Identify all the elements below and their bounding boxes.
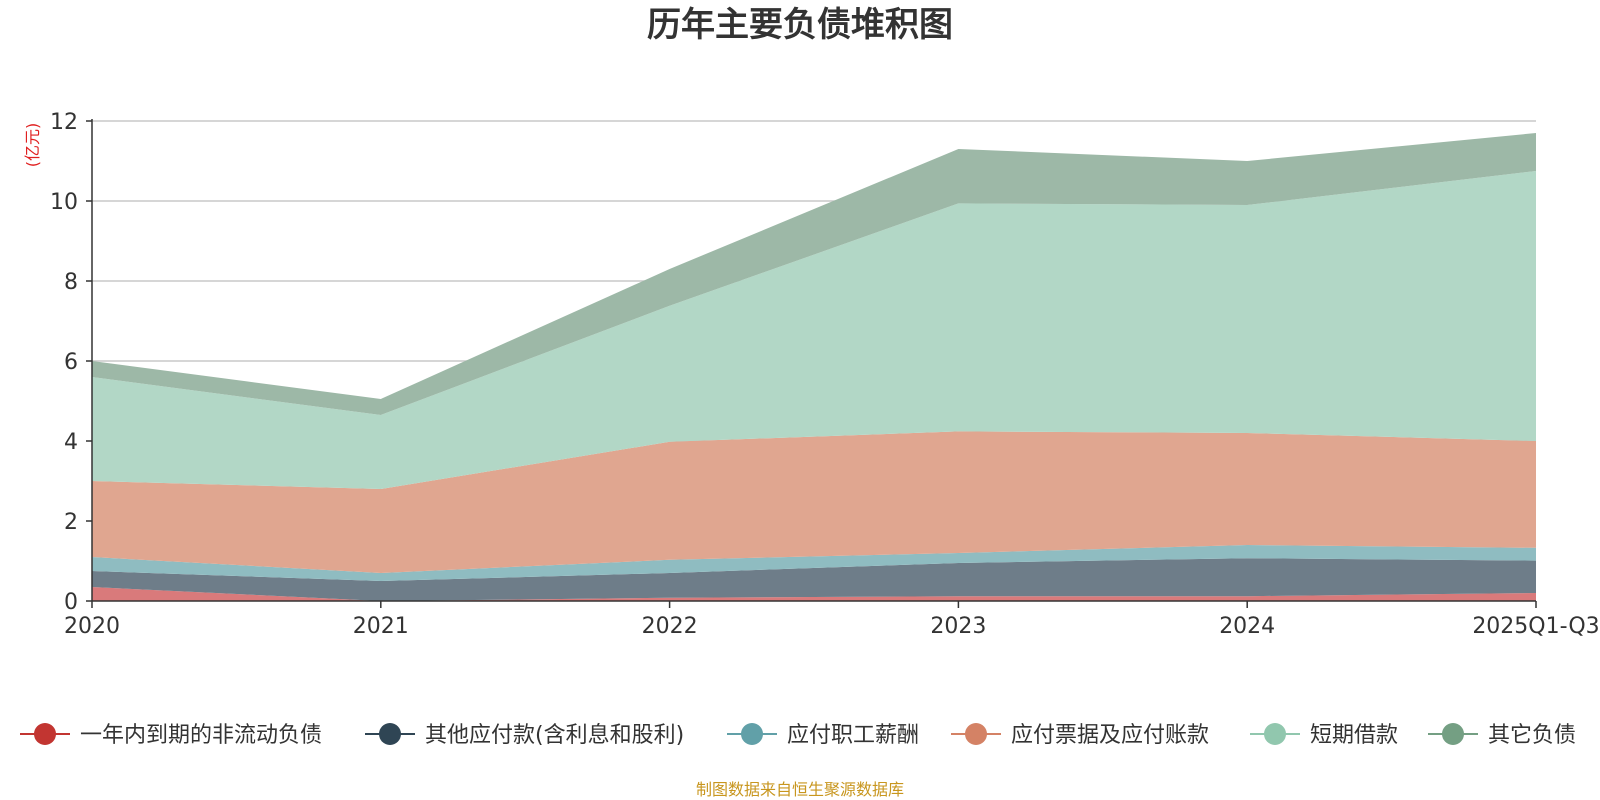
x-tick-label: 2025Q1-Q3 bbox=[1472, 614, 1599, 639]
area-series-1 bbox=[92, 587, 1536, 601]
y-tick-label: 10 bbox=[50, 190, 78, 215]
x-tick-label: 2021 bbox=[353, 614, 409, 639]
legend-label: 一年内到期的非流动负债 bbox=[80, 723, 322, 748]
x-tick-label: 2020 bbox=[64, 614, 120, 639]
axes: 0 2 4 6 8 10 12 2020 2021 2022 2023 2024 2025Q1-Q3 bbox=[50, 110, 1600, 639]
chart-title: 历年主要负债堆积图 bbox=[647, 5, 953, 45]
legend-item-2[interactable]: 其他应付款(含利息和股利) bbox=[365, 723, 684, 748]
legend-marker-icon bbox=[1442, 723, 1464, 745]
x-tick-label: 2023 bbox=[930, 614, 986, 639]
area-series-3 bbox=[92, 545, 1536, 581]
y-tick-label: 8 bbox=[64, 270, 78, 295]
legend-label: 其他应付款(含利息和股利) bbox=[425, 723, 684, 748]
legend-marker-icon bbox=[965, 723, 987, 745]
legend-item-3[interactable]: 应付职工薪酬 bbox=[727, 723, 919, 748]
legend-item-6[interactable]: 其它负债 bbox=[1428, 723, 1576, 748]
y-tick-label: 2 bbox=[64, 510, 78, 535]
y-tick-label: 4 bbox=[64, 430, 78, 455]
y-tick-label: 12 bbox=[50, 110, 78, 135]
y-tick-label: 6 bbox=[64, 350, 78, 375]
legend: 一年内到期的非流动负债 其他应付款(含利息和股利) 应付职工薪酬 应付票据及应付账款 短… bbox=[20, 723, 1576, 748]
legend-item-1[interactable]: 一年内到期的非流动负债 bbox=[20, 723, 322, 748]
y-axis-unit-label: (亿元) bbox=[23, 123, 42, 168]
legend-marker-icon bbox=[741, 723, 763, 745]
legend-label: 应付职工薪酬 bbox=[787, 723, 919, 748]
x-tick-label: 2024 bbox=[1219, 614, 1275, 639]
area-series-2 bbox=[92, 558, 1536, 601]
legend-label: 其它负债 bbox=[1488, 723, 1576, 748]
area-series-6 bbox=[92, 133, 1536, 415]
legend-marker-icon bbox=[34, 723, 56, 745]
area-series-5 bbox=[92, 171, 1536, 489]
legend-item-4[interactable]: 应付票据及应付账款 bbox=[951, 723, 1209, 748]
legend-item-5[interactable]: 短期借款 bbox=[1250, 723, 1398, 748]
legend-marker-icon bbox=[379, 723, 401, 745]
legend-label: 短期借款 bbox=[1310, 723, 1398, 748]
legend-marker-icon bbox=[1264, 723, 1286, 745]
x-tick-label: 2022 bbox=[642, 614, 698, 639]
area-series-group bbox=[92, 133, 1536, 601]
y-tick-label: 0 bbox=[64, 590, 78, 615]
data-source-note: 制图数据来自恒生聚源数据库 bbox=[696, 780, 904, 799]
legend-label: 应付票据及应付账款 bbox=[1011, 723, 1209, 748]
area-series-4 bbox=[92, 431, 1536, 573]
